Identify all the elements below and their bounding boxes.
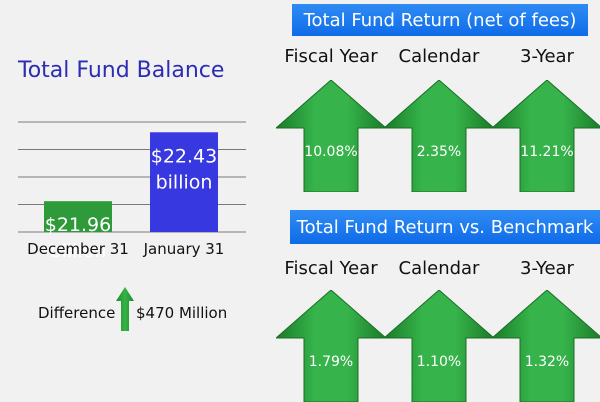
return-arrow-shape <box>492 80 600 192</box>
balance-bar <box>150 132 218 232</box>
up-arrow-icon: 1.79% <box>276 290 386 402</box>
benchmark-banner-title: Total Fund Return vs. Benchmark <box>296 216 594 238</box>
x-tick-label: December 31 <box>27 240 129 258</box>
up-arrow-icon: 10.08% <box>276 80 386 192</box>
difference-value: $470 Million <box>136 304 228 322</box>
benchmark-period-label: Calendar <box>398 258 480 279</box>
return-value: 2.35% <box>417 144 461 160</box>
bar-value-label: $21.96 <box>45 214 111 236</box>
difference-label: Difference <box>38 304 116 322</box>
benchmark-value: 1.10% <box>417 354 461 370</box>
bar-value-label: $22.43 <box>151 145 217 167</box>
up-arrow-icon: 1.32% <box>492 290 600 402</box>
benchmark-value: 1.32% <box>525 354 569 370</box>
return-value: 10.08% <box>304 144 357 160</box>
benchmark-arrow-shape <box>276 290 386 402</box>
bar-value-label: billion <box>156 171 213 193</box>
benchmark-arrow-shape <box>384 290 494 402</box>
bar-value-label: billion <box>50 240 107 262</box>
benchmark-period-label: Fiscal Year <box>284 258 378 279</box>
return-arrow-shape <box>384 80 494 192</box>
up-arrow-icon: 2.35% <box>384 80 494 192</box>
return-period-label: 3-Year <box>520 46 574 67</box>
balance-title: Total Fund Balance <box>18 58 225 83</box>
bars <box>44 132 218 232</box>
return-value: 11.21% <box>520 144 573 160</box>
benchmark-arrow-shape <box>492 290 600 402</box>
return-period-label: Fiscal Year <box>284 46 378 67</box>
balance-bar <box>44 201 112 232</box>
up-arrow-icon <box>116 287 134 331</box>
return-period-label: Calendar <box>398 46 480 67</box>
benchmark-value: 1.79% <box>309 354 353 370</box>
return-banner: Total Fund Return (net of fees) <box>292 4 588 36</box>
return-banner-title: Total Fund Return (net of fees) <box>303 9 577 31</box>
benchmark-period-label: 3-Year <box>520 258 574 279</box>
benchmark-banner: Total Fund Return vs. Benchmark <box>290 210 600 244</box>
x-tick-label: January 31 <box>143 240 225 258</box>
up-arrow-icon: 11.21% <box>492 80 600 192</box>
return-arrow-shape <box>276 80 386 192</box>
up-arrow-icon: 1.10% <box>384 290 494 402</box>
